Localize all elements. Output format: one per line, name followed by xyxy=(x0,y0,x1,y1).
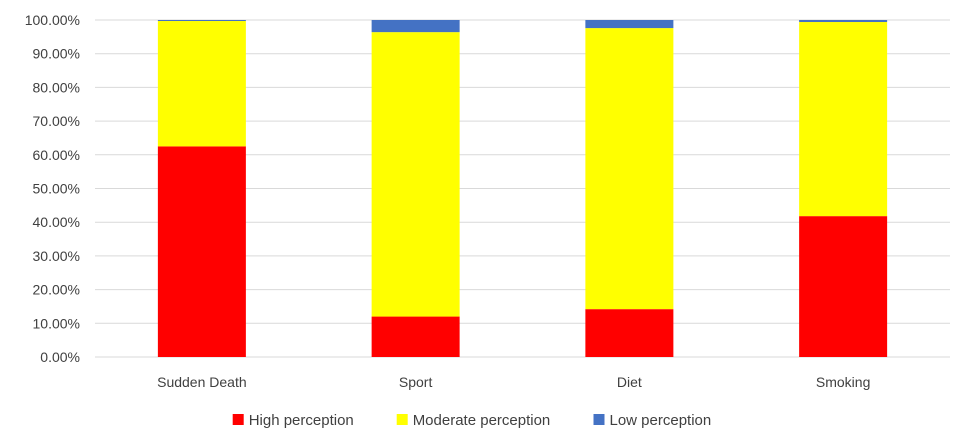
y-tick-label: 30.00% xyxy=(33,248,80,264)
legend: High perception Moderate perception Low pe… xyxy=(232,412,712,429)
bar-high-perception xyxy=(585,309,674,357)
x-axis: Sudden Death Sport Diet Smoking xyxy=(157,374,870,390)
y-tick-label: 50.00% xyxy=(33,181,80,197)
bars xyxy=(157,20,888,357)
bar-moderate-perception xyxy=(799,22,888,217)
x-tick-label: Sport xyxy=(399,374,433,390)
legend-swatch xyxy=(593,414,605,425)
x-tick-label: Diet xyxy=(617,374,642,390)
y-tick-label: 100.00% xyxy=(25,12,80,28)
y-tick-label: 20.00% xyxy=(33,282,80,298)
y-axis: 0.00% 10.00% 20.00% 30.00% 40.00% 50.00% 60.00… xyxy=(25,12,80,365)
legend-swatch xyxy=(396,414,408,425)
y-tick-label: 40.00% xyxy=(33,214,80,230)
y-tick-label: 80.00% xyxy=(33,79,80,95)
x-tick-label: Smoking xyxy=(816,374,870,390)
legend-label: High perception xyxy=(249,412,354,429)
legend-swatch xyxy=(232,414,244,425)
bar-high-perception xyxy=(799,216,888,357)
x-tick-label: Sudden Death xyxy=(157,374,247,390)
y-tick-label: 10.00% xyxy=(33,315,80,331)
bar-low-perception xyxy=(585,20,674,29)
bar-moderate-perception xyxy=(157,21,246,147)
bar-high-perception xyxy=(371,316,460,357)
legend-label: Moderate perception xyxy=(413,412,551,429)
bar-low-perception xyxy=(371,20,460,33)
bar-high-perception xyxy=(157,146,246,357)
legend-label: Low perception xyxy=(610,412,712,429)
y-tick-label: 70.00% xyxy=(33,113,80,129)
y-tick-label: 90.00% xyxy=(33,46,80,62)
bar-low-perception xyxy=(157,20,246,22)
bar-low-perception xyxy=(799,20,888,23)
bar-moderate-perception xyxy=(585,28,674,310)
y-tick-label: 60.00% xyxy=(33,147,80,163)
y-tick-label: 0.00% xyxy=(40,349,80,365)
bar-moderate-perception xyxy=(371,32,460,317)
